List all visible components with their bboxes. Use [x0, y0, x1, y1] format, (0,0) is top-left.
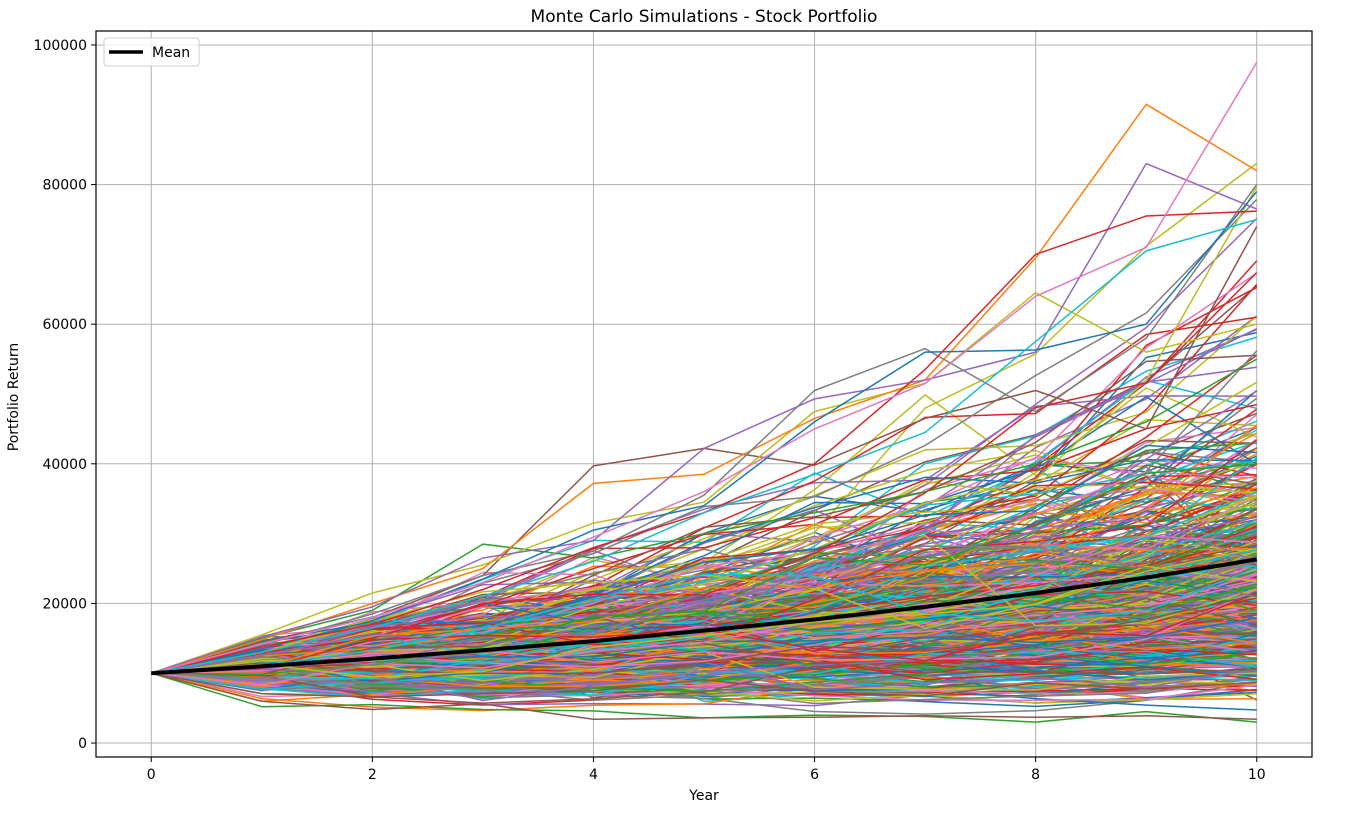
- y-tick-label: 20000: [42, 596, 87, 612]
- plot-frame: [95, 30, 1313, 758]
- grid: [96, 31, 1312, 757]
- x-axis-label: Year: [688, 788, 719, 804]
- simulation-line: [151, 671, 1257, 702]
- simulation-line: [151, 162, 1257, 674]
- x-tick-label: 8: [1031, 767, 1040, 783]
- y-tick-label: 100000: [34, 38, 87, 54]
- simulation-line: [151, 535, 1257, 686]
- x-tick-label: 6: [810, 767, 819, 783]
- simulation-line: [151, 191, 1258, 674]
- simulation-line: [151, 545, 1257, 679]
- simulation-line: [151, 103, 1258, 674]
- mean-line-group: [151, 557, 1258, 676]
- x-tick-label: 4: [589, 767, 598, 783]
- legend: Mean: [103, 37, 200, 67]
- simulation-line: [151, 350, 1258, 674]
- simulation-line: [151, 672, 1257, 698]
- x-tick-label: 2: [368, 767, 377, 783]
- legend-box: [103, 37, 200, 67]
- simulation-line: [151, 358, 1258, 674]
- simulation-line: [151, 593, 1257, 674]
- simulation-line: [151, 424, 1258, 674]
- y-tick-label: 80000: [42, 178, 87, 194]
- y-tick-label: 40000: [42, 457, 87, 473]
- chart-title: Monte Carlo Simulations - Stock Portfoli…: [531, 7, 878, 27]
- simulation-line: [151, 272, 1258, 674]
- simulation-line: [151, 292, 1257, 674]
- simulation-line: [151, 521, 1257, 674]
- mean-line: [151, 557, 1258, 676]
- simulation-line: [151, 652, 1257, 681]
- simulation-line: [151, 463, 1257, 676]
- y-tick-label: 0: [78, 736, 87, 752]
- simulation-line: [151, 184, 1258, 674]
- simulation-lines: [151, 62, 1258, 723]
- simulation-line: [151, 62, 1258, 674]
- simulation-line: [151, 639, 1257, 703]
- x-tick-label: 10: [1248, 767, 1266, 783]
- legend-mean-label: Mean: [152, 45, 190, 61]
- y-tick-label: 60000: [42, 317, 87, 333]
- simulation-line: [151, 566, 1257, 674]
- simulation-line: [151, 547, 1257, 678]
- simulation-line: [151, 518, 1257, 674]
- simulation-line: [151, 609, 1257, 684]
- simulation-line: [151, 588, 1258, 674]
- simulation-line: [151, 218, 1257, 674]
- simulation-line: [151, 672, 1257, 721]
- ticks: 0 2 4 6 8 10 0 20000 40000 60000 80000 100000: [34, 38, 1266, 783]
- x-tick-label: 0: [147, 767, 156, 783]
- y-axis-label: Portfolio Return: [6, 343, 22, 452]
